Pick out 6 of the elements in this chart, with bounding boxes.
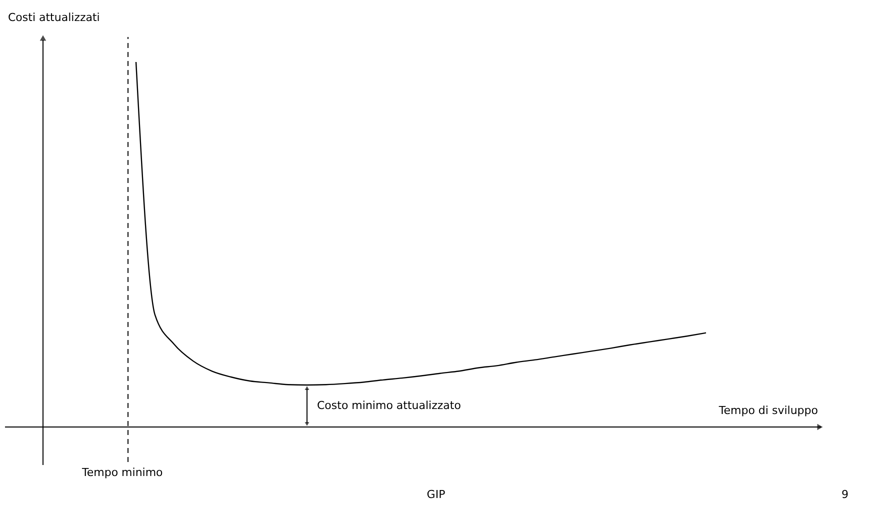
text: 9: [842, 488, 848, 501]
text: Tempo minimo: [82, 466, 163, 479]
y-axis-title: Costi attualizzati: [8, 11, 100, 24]
x-axis-title: Tempo di sviluppo: [718, 404, 818, 417]
annotation: Costo minimo attualizzato: [317, 399, 462, 412]
text: GIP: [426, 488, 446, 501]
